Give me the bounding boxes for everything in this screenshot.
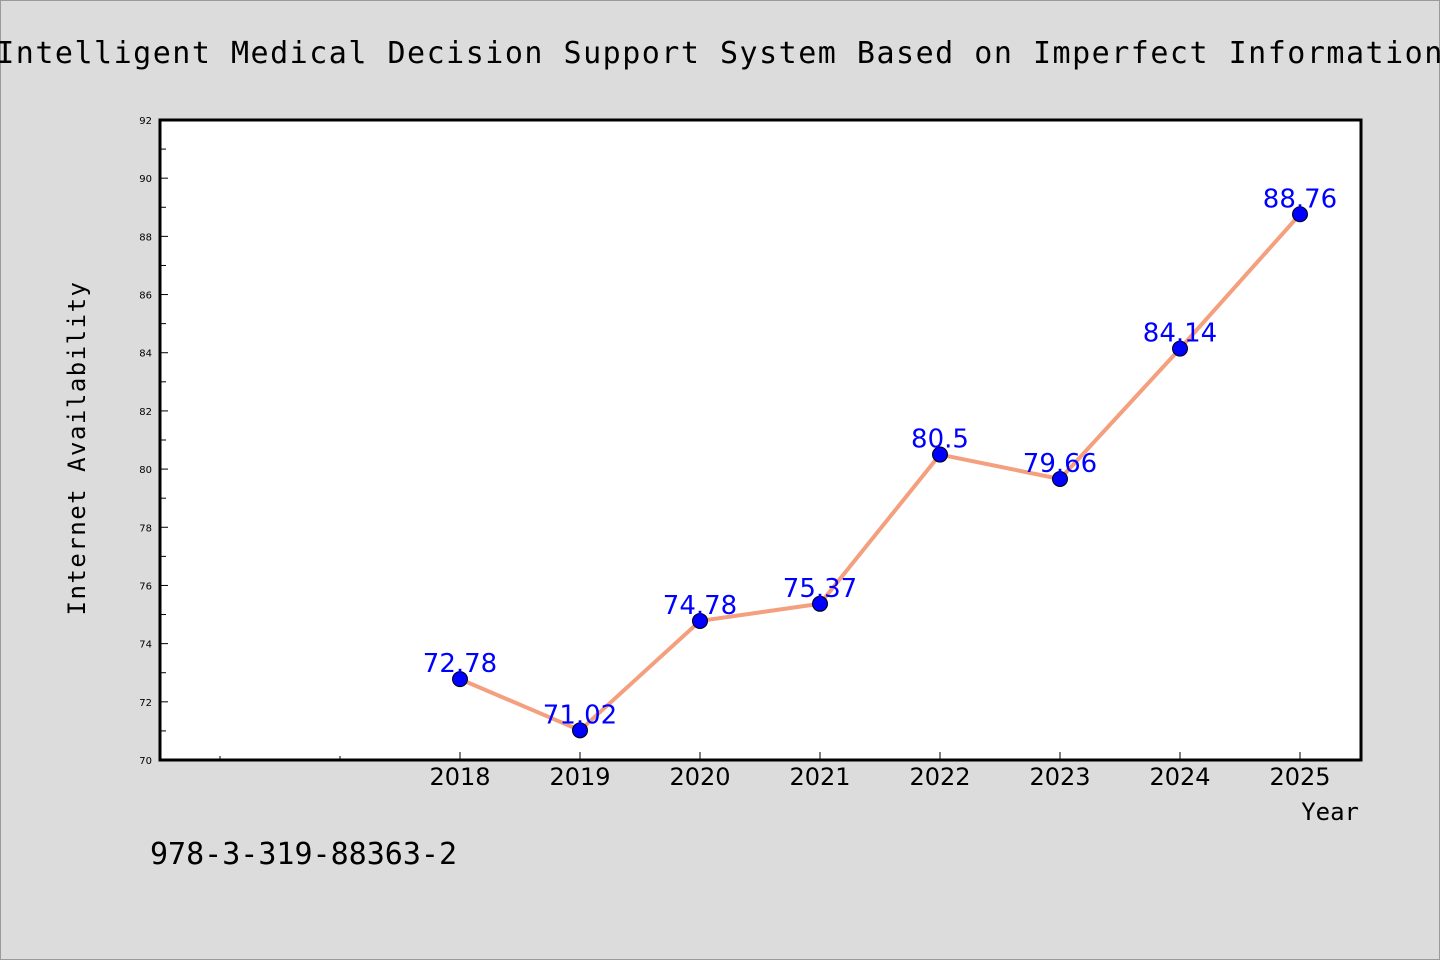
x-tick-label: 2024 — [1149, 763, 1210, 791]
data-point — [572, 722, 588, 739]
data-point — [812, 595, 828, 612]
data-point — [1292, 206, 1308, 223]
y-tick-label: 76 — [139, 581, 152, 592]
y-tick-label: 72 — [139, 698, 152, 709]
data-point — [1052, 470, 1068, 487]
plot-area — [158, 118, 1363, 762]
y-tick-label: 92 — [139, 116, 152, 127]
data-point — [932, 446, 948, 463]
y-tick-label: 82 — [139, 407, 152, 418]
data-point — [1172, 340, 1188, 357]
x-tick-label: 2019 — [549, 763, 610, 791]
x-tick-label: 2021 — [789, 763, 850, 791]
y-tick-label: 80 — [139, 465, 152, 476]
y-tick-label: 90 — [139, 174, 152, 185]
y-tick-label: 84 — [139, 349, 152, 360]
data-label: 74.78 — [663, 591, 737, 621]
data-point — [692, 612, 708, 629]
x-tick-label: 2022 — [909, 763, 970, 791]
data-label: 71.02 — [543, 700, 617, 730]
data-point — [452, 671, 468, 688]
data-label: 75.37 — [783, 574, 857, 604]
y-tick-label: 86 — [139, 291, 152, 302]
chart-title: Intelligent Medical Decision Support Sys… — [0, 36, 1440, 71]
x-tick-label: 2023 — [1029, 763, 1090, 791]
y-tick-label: 78 — [139, 523, 152, 534]
x-axis-label: Year — [1301, 798, 1359, 826]
data-label: 88.76 — [1263, 184, 1337, 214]
series-line — [458, 212, 1302, 733]
y-tick-label: 88 — [139, 232, 152, 243]
y-tick-label: 70 — [139, 756, 152, 767]
data-label: 72.78 — [423, 649, 497, 679]
data-label: 80.5 — [911, 425, 969, 455]
x-tick-label: 2018 — [429, 763, 490, 791]
y-axis-label: Internet Availability — [63, 281, 91, 616]
data-label: 84.14 — [1143, 319, 1217, 349]
x-tick-label: 2020 — [669, 763, 730, 791]
data-label: 79.66 — [1023, 449, 1097, 479]
y-tick-label: 74 — [139, 640, 152, 651]
footer-isbn: 978-3-319-88363-2 — [150, 837, 457, 872]
x-tick-label: 2025 — [1269, 763, 1330, 791]
